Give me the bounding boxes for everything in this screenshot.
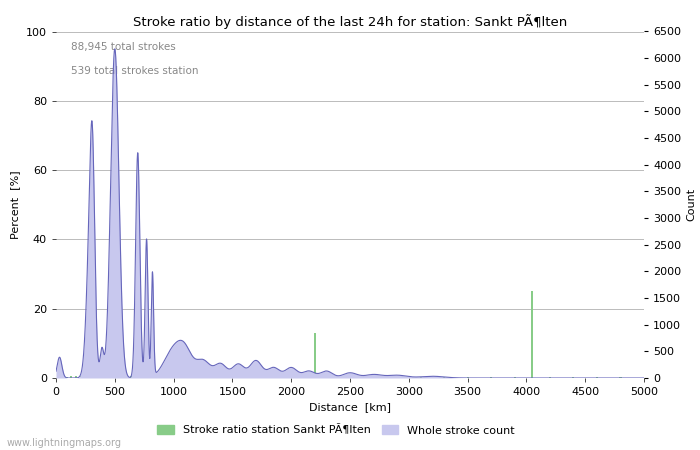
- Bar: [84, 376, 87, 378]
- Bar: [210, 377, 212, 378]
- Text: 88,945 total strokes: 88,945 total strokes: [71, 42, 176, 52]
- Bar: [139, 377, 141, 378]
- Bar: [154, 376, 156, 378]
- Bar: [80, 376, 82, 378]
- Bar: [168, 377, 170, 378]
- Bar: [466, 377, 469, 378]
- Text: 539 total strokes station: 539 total strokes station: [71, 66, 198, 76]
- Bar: [257, 377, 259, 378]
- Bar: [296, 377, 298, 378]
- Y-axis label: Percent  [%]: Percent [%]: [10, 171, 20, 239]
- Bar: [121, 377, 123, 378]
- Bar: [267, 377, 269, 378]
- Bar: [202, 377, 204, 378]
- Bar: [158, 377, 160, 378]
- Text: www.lightningmaps.org: www.lightningmaps.org: [7, 438, 122, 448]
- Bar: [596, 377, 598, 378]
- Bar: [61, 376, 63, 378]
- Bar: [182, 377, 184, 378]
- Bar: [490, 377, 492, 378]
- Bar: [228, 376, 230, 378]
- Bar: [396, 377, 398, 378]
- Bar: [514, 377, 516, 378]
- Legend: Stroke ratio station Sankt PÃ¶lten, Whole stroke count: Stroke ratio station Sankt PÃ¶lten, Whol…: [153, 420, 519, 440]
- Bar: [248, 376, 250, 378]
- Bar: [194, 376, 196, 378]
- Bar: [177, 377, 179, 378]
- Bar: [144, 376, 146, 378]
- Bar: [149, 377, 151, 378]
- Bar: [620, 377, 622, 378]
- Bar: [115, 376, 117, 378]
- Bar: [220, 373, 222, 378]
- Title: Stroke ratio by distance of the last 24h for station: Sankt PÃ¶lten: Stroke ratio by distance of the last 24h…: [133, 14, 567, 29]
- Bar: [95, 377, 97, 378]
- Bar: [135, 376, 137, 378]
- Bar: [70, 376, 72, 378]
- Y-axis label: Count: Count: [687, 188, 696, 221]
- Bar: [419, 377, 421, 378]
- Bar: [90, 376, 92, 378]
- Bar: [284, 377, 286, 378]
- Bar: [188, 377, 190, 378]
- Bar: [349, 377, 351, 378]
- Bar: [66, 377, 68, 378]
- Bar: [110, 376, 112, 378]
- Bar: [443, 377, 445, 378]
- Bar: [130, 376, 132, 378]
- Bar: [372, 377, 375, 378]
- Bar: [276, 377, 278, 378]
- Bar: [106, 375, 108, 378]
- Bar: [331, 377, 333, 378]
- Bar: [75, 376, 77, 378]
- Bar: [163, 377, 165, 378]
- X-axis label: Distance  [km]: Distance [km]: [309, 403, 391, 413]
- Bar: [549, 377, 551, 378]
- Bar: [172, 376, 175, 378]
- Bar: [239, 377, 241, 378]
- Bar: [314, 333, 316, 378]
- Bar: [531, 292, 533, 378]
- Bar: [125, 376, 127, 378]
- Bar: [99, 376, 102, 378]
- Bar: [573, 377, 575, 378]
